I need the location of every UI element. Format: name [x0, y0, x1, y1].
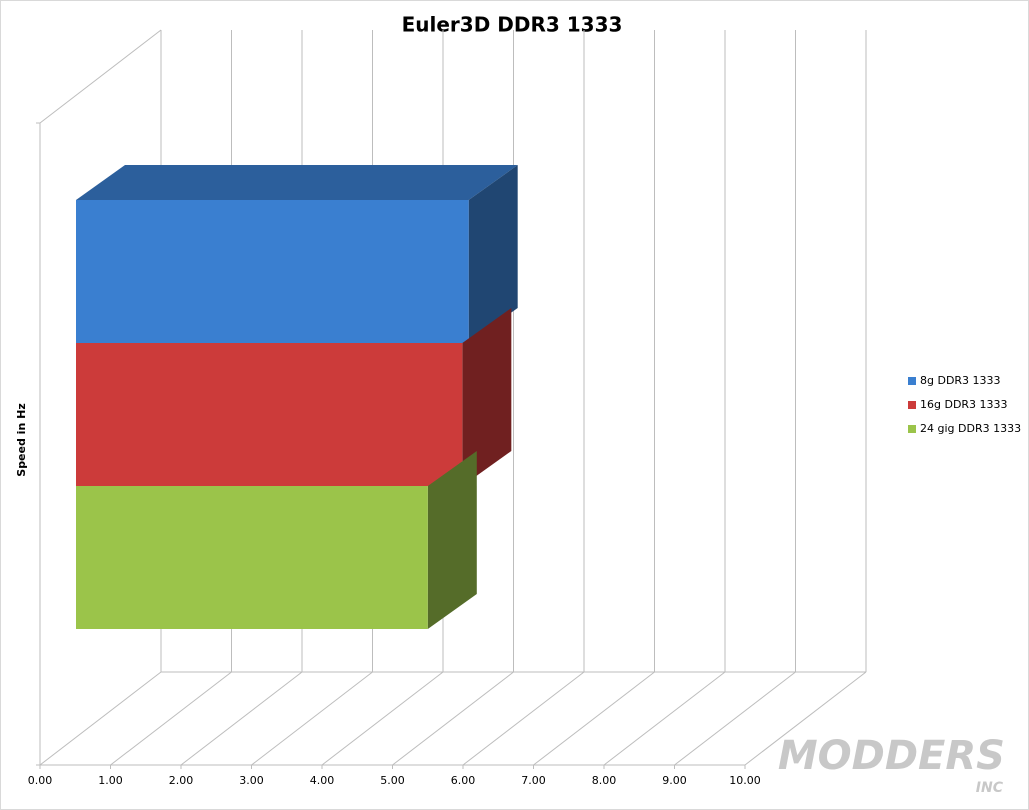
x-tick-label: 6.00 — [451, 774, 476, 787]
legend-label: 24 gig DDR3 1333 — [920, 422, 1021, 435]
bar — [76, 343, 463, 486]
y-axis-label: Speed in Hz — [15, 403, 28, 476]
x-tick-label: 10.00 — [729, 774, 761, 787]
bar-side — [468, 165, 518, 343]
x-tick-label: 0.00 — [28, 774, 53, 787]
grid-line — [110, 671, 232, 766]
legend-swatch — [908, 377, 916, 385]
x-tick-label: 4.00 — [310, 774, 335, 787]
grid-line — [533, 671, 655, 766]
grid-line — [39, 671, 162, 766]
grid-line — [462, 671, 585, 766]
grid-line — [251, 671, 373, 766]
bar-side — [427, 451, 477, 629]
legend-swatch — [908, 401, 916, 409]
legend-label: 8g DDR3 1333 — [920, 374, 1001, 387]
bar-side — [462, 308, 512, 486]
bar — [76, 486, 428, 629]
x-tick-label: 2.00 — [169, 774, 194, 787]
x-tick-label: 8.00 — [592, 774, 617, 787]
bar — [76, 200, 469, 343]
grid-line — [180, 671, 303, 766]
x-tick-label: 5.00 — [380, 774, 405, 787]
grid-line — [321, 671, 444, 766]
x-tick-label: 7.00 — [521, 774, 546, 787]
x-tick-label: 1.00 — [98, 774, 123, 787]
axis-line — [39, 29, 162, 124]
grid-line — [392, 671, 514, 766]
chart-title: Euler3D DDR3 1333 — [402, 13, 623, 37]
legend-swatch — [908, 425, 916, 433]
watermark: MODDERS — [778, 733, 1005, 779]
watermark-sub: INC — [976, 780, 1004, 796]
grid-line — [603, 671, 726, 766]
bar-top — [76, 165, 518, 200]
x-tick-label: 9.00 — [662, 774, 687, 787]
legend-label: 16g DDR3 1333 — [920, 398, 1008, 411]
grid-line — [674, 671, 796, 766]
x-tick-label: 3.00 — [239, 774, 264, 787]
grid-line — [744, 671, 867, 766]
